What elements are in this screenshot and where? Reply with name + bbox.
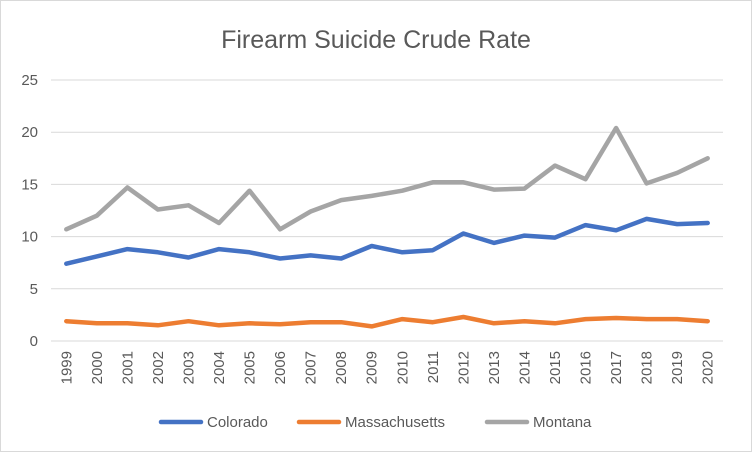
x-tick-label: 2017 — [608, 351, 625, 384]
y-tick-label: 25 — [21, 72, 38, 89]
series-line-montana — [64, 125, 710, 232]
legend-label-colorado: Colorado — [207, 414, 268, 431]
x-tick-label: 1999 — [58, 351, 75, 384]
chart-title: Firearm Suicide Crude Rate — [221, 26, 531, 54]
x-tick-label: 2020 — [700, 351, 717, 384]
x-tick-label: 2013 — [486, 351, 503, 384]
y-tick-label: 5 — [30, 281, 38, 298]
x-tick-label: 2019 — [669, 351, 686, 384]
series-line-colorado — [64, 216, 710, 266]
x-tick-label: 2002 — [150, 351, 167, 384]
x-tick-label: 2000 — [89, 351, 106, 384]
x-tick-label: 2009 — [364, 351, 381, 384]
x-tick-label: 2011 — [425, 351, 442, 383]
y-axis-ticks: 0 5 10 15 20 25 — [21, 72, 38, 350]
gridlines — [51, 79, 723, 342]
legend-label-montana: Montana — [533, 414, 592, 431]
x-tick-label: 2006 — [272, 351, 289, 384]
x-tick-label: 2018 — [639, 351, 656, 384]
x-tick-label: 2003 — [180, 351, 197, 384]
x-tick-label: 2008 — [333, 351, 350, 384]
legend: Colorado Massachusetts Montana — [158, 414, 592, 431]
x-tick-label: 2005 — [242, 351, 259, 384]
x-tick-label: 2010 — [394, 351, 411, 384]
x-tick-label: 2007 — [303, 351, 320, 384]
x-axis-ticks: 1999 2000 2001 2002 2003 2004 2005 2006 2007 2008… — [58, 351, 716, 384]
series-line-massachusetts — [64, 314, 710, 329]
x-tick-label: 2014 — [516, 351, 533, 384]
legend-label-massachusetts: Massachusetts — [345, 414, 445, 431]
y-tick-label: 10 — [21, 229, 38, 246]
x-tick-label: 2015 — [547, 351, 564, 384]
x-tick-label: 2001 — [119, 351, 136, 384]
y-tick-label: 15 — [21, 176, 38, 193]
x-tick-label: 2016 — [578, 351, 595, 384]
y-tick-label: 20 — [21, 124, 38, 141]
x-tick-label: 2004 — [211, 351, 228, 384]
series-lines — [64, 125, 710, 329]
x-tick-label: 2012 — [455, 351, 472, 384]
y-tick-label: 0 — [30, 333, 38, 350]
